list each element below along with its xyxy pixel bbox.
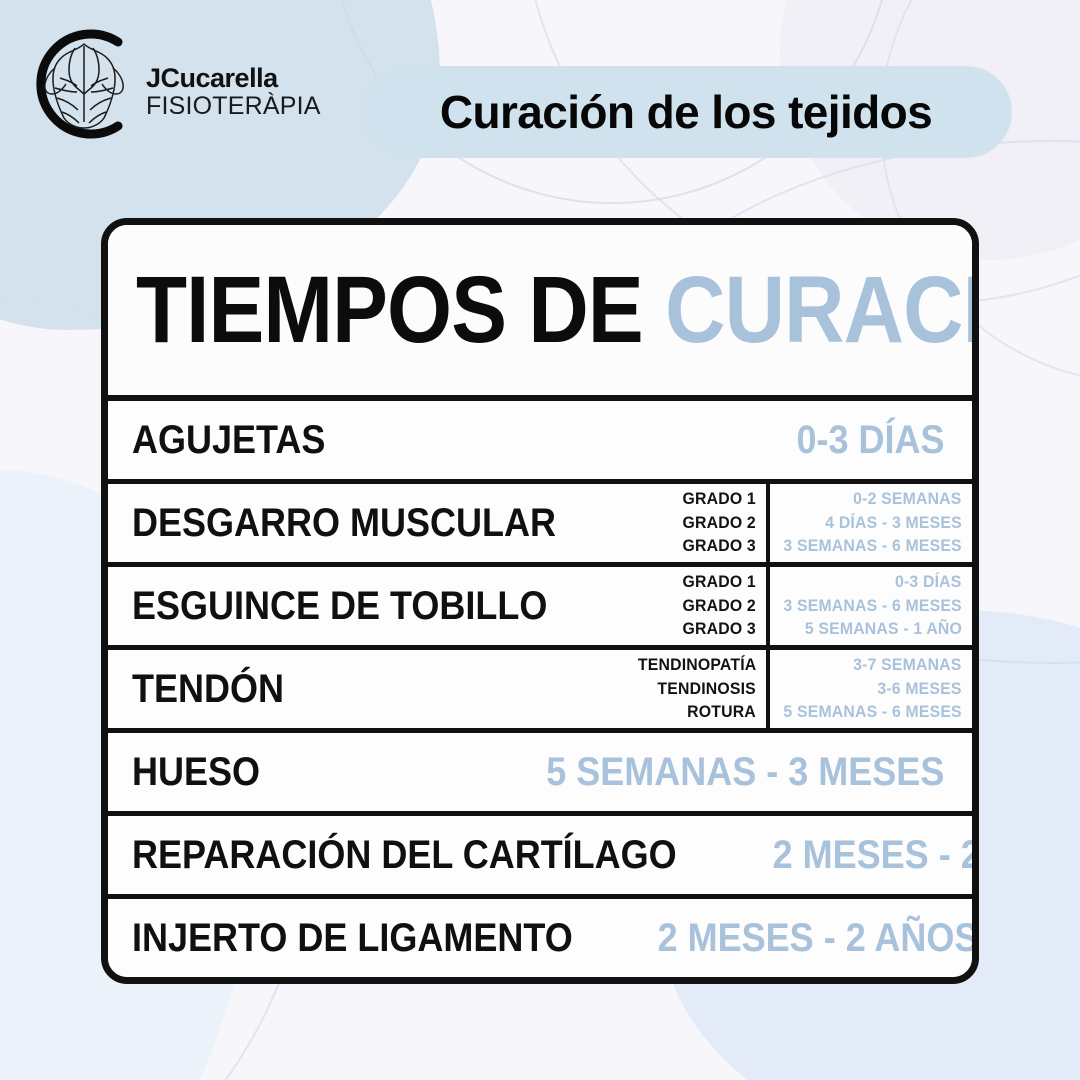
brand-text: JCucarella FISIOTERÀPIA [146,65,321,119]
row-value: 0-3 DÍAS [780,401,973,479]
table-row: TENDÓN TENDINOPATÍA TENDINOSIS ROTURA 3-7 SE… [108,650,972,733]
card-header: TIEMPOS DE CURACIÓN [108,225,972,401]
row-label-text: DESGARRO MUSCULAR [132,500,557,545]
torso-anatomy-circle-logo-icon [36,29,124,139]
subcategory-label: GRADO 3 [682,619,757,639]
table-row: INJERTO DE LIGAMENTO 2 MESES - 2 AÑOS [108,899,972,977]
row-label-text: INJERTO DE LIGAMENTO [132,915,573,960]
subcategory-value: 4 DÍAS - 3 MESES [825,512,962,532]
row-label: HUESO [108,733,502,811]
row-value-text: 0-3 DÍAS [795,417,944,462]
subcategory-label: ROTURA [687,702,757,722]
row-label-text: TENDÓN [132,666,285,711]
row-label: DESGARRO MUSCULAR [108,484,628,562]
table-row: HUESO 5 SEMANAS - 3 MESES [108,733,972,816]
row-label: ESGUINCE DE TOBILLO [108,567,628,645]
subcategory-value: 3 SEMANAS - 6 MESES [783,536,962,556]
subcategory-label: GRADO 1 [682,571,757,591]
row-subcategory-labels: GRADO 1 GRADO 2 GRADO 3 [628,484,771,562]
subcategory-value: 5 SEMANAS - 1 AÑO [804,619,962,639]
subcategory-value: 0-2 SEMANAS [853,488,962,508]
subcategory-label: GRADO 3 [682,536,757,556]
brand-name: JCucarella [146,63,278,94]
subcategory-value: 5 SEMANAS - 6 MESES [783,702,962,722]
page-title-banner: Curación de los tejidos [360,66,1012,158]
subcategory-value: 3-7 SEMANAS [853,654,962,674]
card-heading: TIEMPOS DE CURACIÓN [136,262,972,358]
table-row: DESGARRO MUSCULAR GRADO 1 GRADO 2 GRADO 3 0-… [108,484,972,567]
row-subcategory-values: 3-7 SEMANAS 3-6 MESES 5 SEMANAS - 6 MESES [770,650,972,728]
row-subcategory-values: 0-2 SEMANAS 4 DÍAS - 3 MESES 3 SEMANAS - 6… [770,484,972,562]
table-row: ESGUINCE DE TOBILLO GRADO 1 GRADO 2 GRADO 3… [108,567,972,650]
card-heading-dark: TIEMPOS DE [136,256,644,363]
subcategory-value: 3-6 MESES [877,678,962,698]
subcategory-label: TENDINOPATÍA [637,654,757,674]
row-label: AGUJETAS [108,401,780,479]
row-value: 5 SEMANAS - 3 MESES [502,733,972,811]
subcategory-value: 3 SEMANAS - 6 MESES [783,595,962,615]
brand-subtitle: FISIOTERÀPIA [146,91,321,120]
page-title: Curación de los tejidos [439,86,933,138]
row-label: REPARACIÓN DEL CARTÍLAGO [108,816,737,894]
table-row: AGUJETAS 0-3 DÍAS [108,401,972,484]
row-subcategory-values: 0-3 DÍAS 3 SEMANAS - 6 MESES 5 SEMANAS - 1… [770,567,972,645]
row-label: INJERTO DE LIGAMENTO [108,899,622,977]
brand-logo: JCucarella FISIOTERÀPIA [22,22,321,146]
row-value-text: 2 MESES - 2 AÑOS [772,832,979,877]
row-label-text: HUESO [132,749,261,794]
row-value: 2 MESES - 2 AÑOS [737,816,979,894]
row-subcategory-labels: GRADO 1 GRADO 2 GRADO 3 [628,567,771,645]
healing-times-table: AGUJETAS 0-3 DÍAS DESGARRO MUSCULAR GRADO 1… [108,401,972,977]
subcategory-label: GRADO 1 [682,488,757,508]
row-label-text: AGUJETAS [132,417,326,462]
row-subcategory-labels: TENDINOPATÍA TENDINOSIS ROTURA [628,650,771,728]
row-value-text: 2 MESES - 2 AÑOS [657,915,979,960]
subcategory-label: GRADO 2 [682,595,757,615]
row-value-text: 5 SEMANAS - 3 MESES [545,749,944,794]
row-label: TENDÓN [108,650,628,728]
subcategory-label: TENDINOSIS [657,678,757,698]
row-value: 2 MESES - 2 AÑOS [622,899,979,977]
row-label-text: REPARACIÓN DEL CARTÍLAGO [132,832,677,877]
subcategory-label: GRADO 2 [682,512,757,532]
row-label-text: ESGUINCE DE TOBILLO [132,583,548,628]
healing-times-card: TIEMPOS DE CURACIÓN AGUJETAS 0-3 DÍAS DESG… [101,218,979,984]
subcategory-value: 0-3 DÍAS [895,571,962,591]
card-heading-accent: CURACIÓN [665,256,979,363]
